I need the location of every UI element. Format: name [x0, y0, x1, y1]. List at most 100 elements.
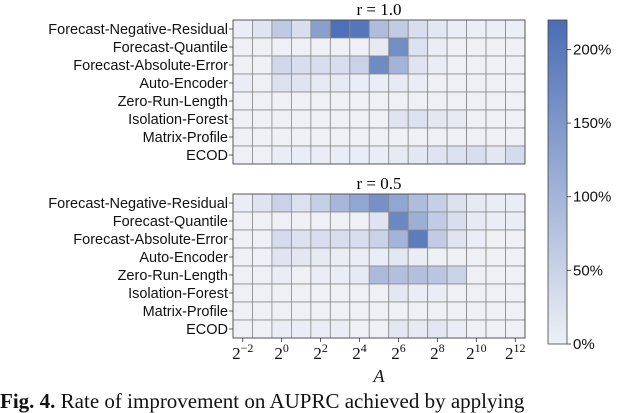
heatmap-cell — [349, 247, 370, 267]
heatmap-cell — [349, 109, 370, 129]
heatmap-cell — [407, 127, 429, 147]
heatmap-cell — [252, 19, 273, 39]
heatmap-cell — [252, 229, 273, 249]
heatmap-cell — [290, 229, 312, 249]
heatmap-cell — [466, 193, 487, 213]
heatmap-cell — [310, 211, 331, 231]
heatmap-cell — [485, 265, 506, 285]
heatmap-cell — [407, 319, 429, 339]
heatmap-cell — [427, 319, 448, 339]
heatmap-cell — [388, 319, 409, 339]
heatmap-cell — [466, 265, 487, 285]
heatmap-cell — [271, 37, 292, 57]
row-label: Zero-Run-Length — [118, 268, 228, 284]
heatmap-cell — [252, 211, 273, 231]
heatmap-cell — [485, 145, 506, 165]
heatmap-cell — [232, 37, 253, 57]
heatmap-cell — [349, 211, 370, 231]
heatmap-cell — [485, 73, 506, 93]
heatmap-cell — [368, 19, 390, 39]
heatmap-cell — [485, 19, 506, 39]
heatmap-cell — [290, 265, 312, 285]
heatmap-cell — [485, 247, 506, 267]
heatmap-cell — [368, 319, 390, 339]
heatmap-cell — [232, 55, 253, 75]
heatmap-cell — [388, 91, 409, 111]
heatmap-cell — [290, 19, 312, 39]
colorbar-tick-label: 150% — [573, 115, 611, 132]
row-label: Matrix-Profile — [143, 130, 228, 146]
heatmap-cell — [485, 91, 506, 111]
heatmap-cell — [446, 247, 468, 267]
x-tick-label: 2−2 — [232, 341, 253, 363]
colorbar-tick-label: 100% — [573, 189, 611, 206]
heatmap-cell — [368, 247, 390, 267]
heatmap-cell — [329, 301, 351, 321]
x-tick-label: 20 — [274, 341, 289, 363]
heatmap-cell — [252, 283, 273, 303]
heatmap-cell — [466, 37, 487, 57]
heatmap-cell — [466, 247, 487, 267]
heatmap-cell — [446, 127, 468, 147]
colorbar: 0% 50% 100% 150% 200% — [547, 19, 611, 353]
heatmap-cell — [310, 37, 331, 57]
heatmap-cell — [388, 127, 409, 147]
heatmap-cell — [271, 73, 292, 93]
heatmap-cell — [232, 301, 253, 321]
heatmap-cell — [427, 145, 448, 165]
heatmap-cell — [505, 319, 526, 339]
heatmap-cell — [505, 37, 526, 57]
heatmap-cell — [427, 301, 448, 321]
heatmap-cell — [407, 91, 429, 111]
heatmap-cell — [485, 109, 506, 129]
heatmap-cell — [349, 319, 370, 339]
heatmap-cell — [349, 73, 370, 93]
heatmap-cell — [329, 91, 351, 111]
heatmap-cell — [505, 211, 526, 231]
heatmap-cell — [271, 247, 292, 267]
colorbar-gradient — [547, 19, 568, 345]
x-tick-label: 24 — [352, 341, 367, 363]
heatmap-cell — [368, 127, 390, 147]
heatmap-cell — [290, 109, 312, 129]
heatmap-cell — [427, 37, 448, 57]
heatmap-cell — [252, 55, 273, 75]
heatmap-cell — [252, 73, 273, 93]
heatmap-cell — [329, 145, 351, 165]
heatmap-cell — [252, 145, 273, 165]
heatmap-cell — [271, 265, 292, 285]
heatmap-cell — [232, 247, 253, 267]
heatmap-cell — [232, 265, 253, 285]
heatmap-cell — [349, 145, 370, 165]
heatmap-cell — [252, 193, 273, 213]
heatmap-cell — [349, 91, 370, 111]
heatmap-cell — [407, 55, 429, 75]
heatmap-cell — [271, 211, 292, 231]
heatmap-cell — [252, 91, 273, 111]
heatmap-cell — [407, 37, 429, 57]
heatmap-cell — [271, 145, 292, 165]
heatmap-panels: r = 1.0 Forecast-Negative-Residual Forecas… — [48, 0, 526, 339]
heatmap-cell — [368, 265, 390, 285]
heatmap-cell — [407, 73, 429, 93]
heatmap-cell — [252, 319, 273, 339]
heatmap-cell — [485, 283, 506, 303]
heatmap-cell — [271, 229, 292, 249]
heatmap-cell — [329, 319, 351, 339]
heatmap-cell — [368, 229, 390, 249]
heatmap-cell — [427, 247, 448, 267]
heatmap-cell — [485, 37, 506, 57]
heatmap-cell — [446, 55, 468, 75]
heatmap-cell — [329, 193, 351, 213]
heatmap-cell — [232, 127, 253, 147]
heatmap-cell — [252, 265, 273, 285]
heatmap-cell — [271, 127, 292, 147]
heatmap-cell — [407, 229, 429, 249]
heatmap-cell — [505, 19, 526, 39]
heatmap-cell — [446, 211, 468, 231]
heatmap-cell — [466, 283, 487, 303]
heatmap-cell — [349, 229, 370, 249]
row-label: Auto-Encoder — [139, 76, 228, 92]
heatmap-cell — [407, 109, 429, 129]
heatmap-cell — [310, 73, 331, 93]
